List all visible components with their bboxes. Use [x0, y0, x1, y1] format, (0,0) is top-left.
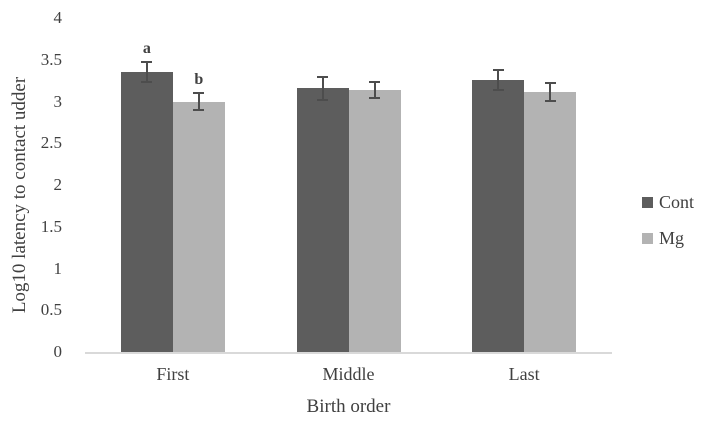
y-tick-label: 1.5 — [40, 216, 62, 236]
x-tick-label-middle: Middle — [322, 364, 375, 384]
y-tick-label: 3.5 — [40, 49, 62, 69]
significance-letter: b — [194, 71, 204, 89]
error-bar — [193, 92, 205, 111]
legend-item-cont: Cont — [642, 192, 694, 212]
bar-mg-middle — [348, 89, 401, 352]
error-bar — [492, 68, 504, 91]
x-axis-title: Birth order — [306, 396, 391, 417]
legend-item-mg: Mg — [642, 228, 694, 248]
y-tick-label: 0.5 — [40, 300, 62, 320]
error-bar-stem — [549, 82, 552, 103]
legend-swatch-icon — [642, 232, 653, 244]
bar-mg-last — [524, 92, 577, 352]
y-tick-label: 3 — [53, 91, 63, 111]
y-tick-label: 2 — [53, 175, 63, 194]
legend-label: Cont — [659, 192, 695, 212]
y-tick-label: 0 — [53, 342, 63, 361]
y-tick-label: 1 — [53, 258, 63, 278]
bar-cont-first — [120, 72, 173, 352]
error-bar-stem — [321, 75, 324, 101]
error-bar-stem — [145, 61, 148, 84]
bar-mg-first — [172, 101, 225, 352]
legend: Cont Mg — [642, 192, 694, 248]
bar-cont-middle — [296, 88, 349, 352]
significance-letter: a — [142, 40, 151, 58]
error-bar-stem — [197, 92, 200, 111]
legend-label: Mg — [659, 228, 685, 248]
error-bar-stem — [373, 80, 376, 99]
y-tick-label: 4 — [53, 8, 63, 27]
error-bar — [141, 61, 153, 84]
error-bar — [369, 80, 380, 99]
error-bar — [317, 75, 328, 101]
bar-cont-last — [472, 79, 525, 352]
x-tick-label-last: Last — [508, 364, 540, 384]
error-bar — [544, 82, 556, 103]
legend-swatch-icon — [642, 196, 653, 208]
x-tick-label-first: First — [156, 364, 190, 384]
error-bar-stem — [497, 68, 500, 91]
y-tick-label: 2.5 — [40, 133, 62, 153]
